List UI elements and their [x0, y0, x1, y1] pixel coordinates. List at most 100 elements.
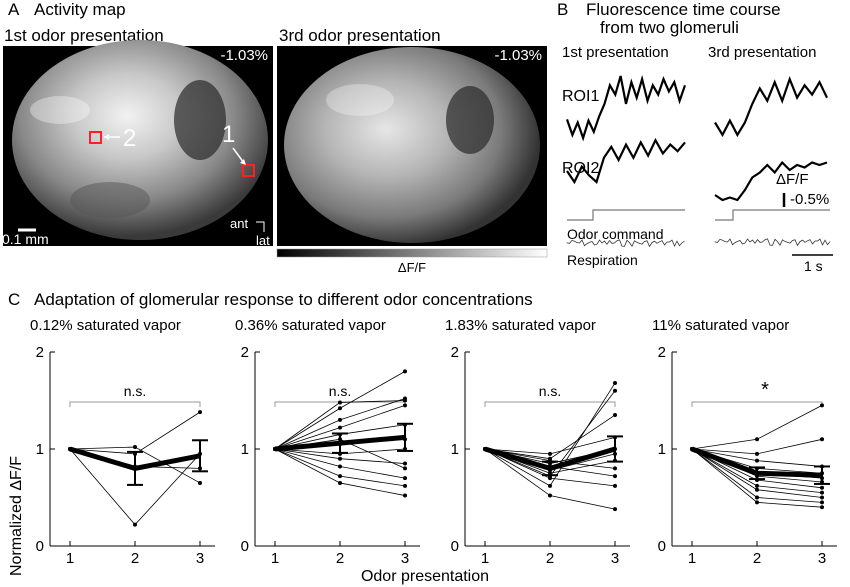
data-point — [548, 483, 552, 488]
time-scale-label: 1 s — [804, 258, 823, 274]
data-point — [820, 505, 824, 510]
data-point — [198, 480, 202, 485]
data-point — [338, 406, 342, 411]
significance-label: n.s. — [124, 383, 147, 399]
data-point — [613, 507, 617, 512]
colorbar — [276, 248, 548, 258]
data-point — [403, 476, 407, 481]
y-tick-label: 1 — [36, 441, 44, 458]
map2-value: -1.03% — [494, 47, 542, 64]
map1-value: -1.03% — [220, 47, 268, 64]
odor-command-trace-1st — [567, 209, 685, 221]
data-point — [403, 403, 407, 408]
ant-label: ant — [230, 216, 248, 231]
roi2-marker — [89, 131, 102, 144]
data-point — [613, 381, 617, 386]
data-point — [755, 483, 759, 488]
panel-c-letter: C — [8, 290, 21, 309]
chart-title: 1.83% saturated vapor — [445, 317, 596, 334]
y-tick-label: 2 — [658, 344, 666, 361]
x-tick-label: 3 — [401, 550, 409, 567]
df-scale: -0.5% — [790, 191, 830, 208]
x-tick-label: 2 — [336, 550, 344, 567]
y-tick-label: 0 — [451, 538, 459, 555]
x-tick-label: 3 — [818, 550, 826, 567]
individual-line — [274, 448, 406, 496]
chart-2: 0.36% saturated vapor 0 1 2 1 2 3 n.s. — [235, 317, 420, 567]
data-point — [613, 413, 617, 418]
y-tick-label: 2 — [451, 344, 459, 361]
data-point — [548, 476, 552, 481]
data-point — [755, 458, 759, 463]
y-tick-label: 2 — [241, 344, 249, 361]
x-tick-label: 2 — [753, 550, 761, 567]
data-point — [820, 403, 824, 408]
y-axis-label: Normalized ΔF/F — [8, 456, 25, 576]
individual-line — [691, 404, 823, 450]
respiration-trace-1st — [566, 239, 685, 248]
data-point — [403, 466, 407, 471]
data-point — [133, 445, 137, 450]
data-point — [820, 495, 824, 500]
y-tick-label: 0 — [241, 538, 249, 555]
significance-bracket — [484, 401, 616, 407]
scale-bar-label: 0.1 mm — [2, 231, 49, 247]
panel-c-title: Adaptation of glomerular response to dif… — [34, 290, 533, 309]
y-tick-label: 1 — [658, 441, 666, 458]
y-tick-label: 0 — [36, 538, 44, 555]
chart-3: 1.83% saturated vapor 0 1 2 1 2 3 n.s. — [445, 317, 630, 567]
odor-command-trace-3rd — [715, 209, 830, 221]
data-point — [755, 500, 759, 505]
significance-bracket — [691, 401, 823, 407]
data-point — [755, 451, 759, 456]
roi1-number: 1 — [222, 121, 235, 148]
data-point — [613, 466, 617, 471]
significance-label: n.s. — [539, 383, 562, 399]
panel-a-title: Activity map — [34, 0, 126, 19]
data-point — [755, 495, 759, 500]
data-point — [755, 437, 759, 442]
data-point — [820, 490, 824, 495]
x-tick-label: 1 — [66, 550, 74, 567]
significance-label: n.s. — [329, 383, 352, 399]
data-point — [403, 483, 407, 488]
data-point — [338, 456, 342, 461]
data-point — [338, 480, 342, 485]
x-tick-label: 2 — [131, 550, 139, 567]
roi2-number: 2 — [123, 125, 136, 152]
significance-label: * — [761, 379, 769, 401]
data-point — [403, 493, 407, 498]
map2-glomeruli-image — [284, 47, 540, 243]
data-point — [403, 369, 407, 374]
data-point — [338, 474, 342, 479]
significance-bracket — [69, 401, 201, 407]
chart-4: 11% saturated vapor 0 1 2 1 2 3 * — [652, 317, 837, 567]
data-point — [133, 522, 137, 527]
data-point — [338, 425, 342, 430]
y-tick-label: 1 — [451, 441, 459, 458]
data-point — [548, 493, 552, 498]
y-tick-label: 1 — [241, 441, 249, 458]
roi1-trace-1st — [565, 74, 687, 142]
panel-b-title-2: from two glomeruli — [600, 18, 739, 37]
data-point — [820, 485, 824, 490]
chart-title: 11% saturated vapor — [652, 317, 789, 334]
respiration-trace-3rd — [714, 238, 831, 247]
data-point — [820, 500, 824, 505]
panel-a-letter: A — [8, 0, 20, 19]
x-tick-label: 2 — [546, 550, 554, 567]
data-point — [548, 451, 552, 456]
data-point — [613, 388, 617, 393]
data-point — [198, 410, 202, 415]
roi1-label: ROI1 — [562, 88, 600, 105]
chart-title: 0.36% saturated vapor — [235, 317, 386, 334]
fluorescence-traces — [565, 74, 833, 256]
data-point — [338, 464, 342, 469]
individual-line — [484, 436, 616, 455]
roi2-trace-3rd — [714, 160, 828, 202]
chart-1: 0.12% saturated vapor 0 1 2 1 2 3 n.s. — [30, 317, 215, 567]
roi2-trace-1st — [566, 137, 686, 185]
df-label: ΔF/F — [776, 171, 809, 188]
x-tick-label: 3 — [611, 550, 619, 567]
data-point — [820, 437, 824, 442]
